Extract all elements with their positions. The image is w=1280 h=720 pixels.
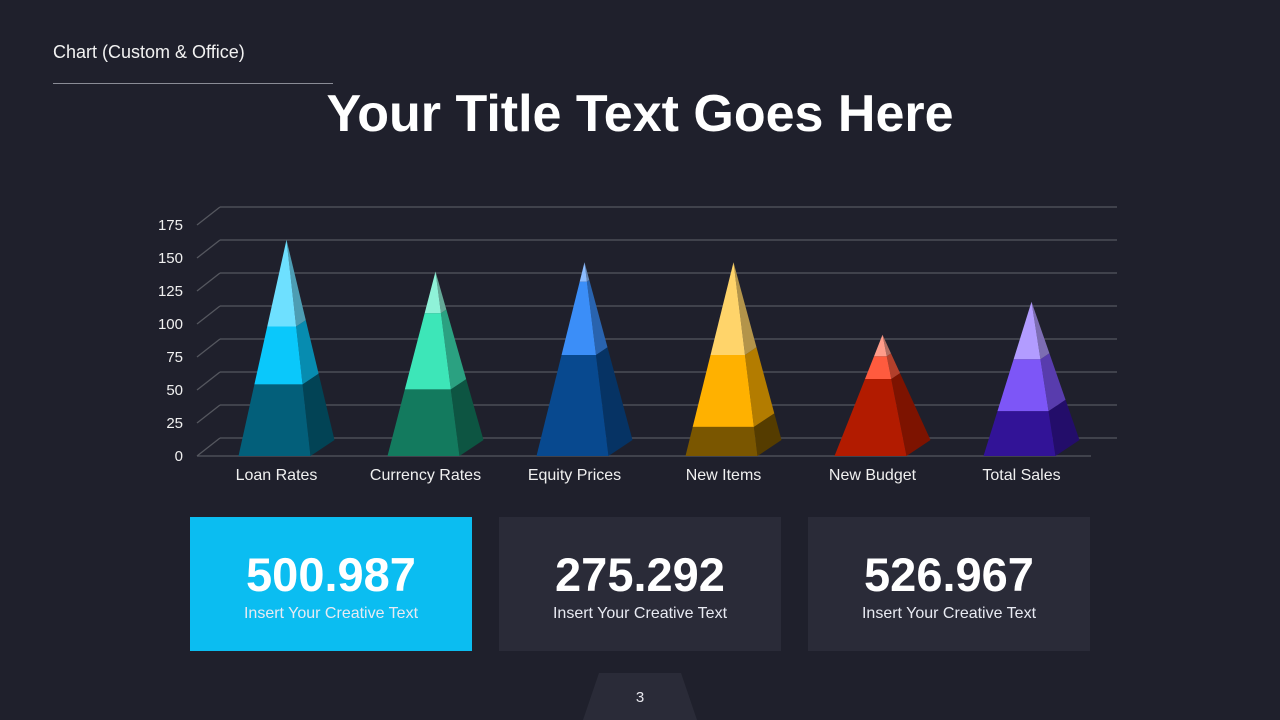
chart-gridlines — [196, 206, 1117, 457]
pyramid-total-sales — [983, 301, 1080, 456]
x-axis-labels: Loan Rates Currency Rates Equity Prices New… — [236, 467, 1061, 484]
section-label: Chart (Custom & Office) — [53, 42, 245, 62]
stat-caption: Insert Your Creative Text — [243, 605, 419, 622]
svg-text:0: 0 — [175, 448, 183, 465]
stat-card-2: 275.292 Insert Your Creative Text — [499, 517, 781, 651]
svg-text:50: 50 — [166, 382, 183, 399]
svg-text:25: 25 — [166, 415, 183, 432]
slide-title: Your Title Text Goes Here — [326, 85, 954, 143]
chart-pyramids — [238, 239, 1080, 456]
stat-value: 526.967 — [864, 548, 1034, 601]
pyramid-chart: 0 25 50 75 100 125 150 175 Loan Rates Currency R… — [158, 206, 1117, 484]
x-axis-label: New Budget — [829, 467, 917, 484]
x-axis-label: Total Sales — [982, 467, 1060, 484]
pyramid-loan-rates — [238, 239, 335, 456]
stat-caption: Insert Your Creative Text — [552, 605, 728, 622]
svg-text:150: 150 — [158, 250, 183, 267]
stat-card-1: 500.987 Insert Your Creative Text — [190, 517, 472, 651]
pyramid-new-items — [685, 262, 782, 456]
page-number: 3 — [635, 689, 645, 706]
svg-text:75: 75 — [166, 349, 183, 366]
stat-caption: Insert Your Creative Text — [861, 605, 1037, 622]
svg-text:125: 125 — [158, 283, 183, 300]
svg-text:100: 100 — [158, 316, 183, 333]
svg-text:175: 175 — [158, 217, 183, 234]
page-number-tab: 3 — [583, 673, 697, 720]
x-axis-label: Equity Prices — [528, 467, 621, 484]
stat-card-3: 526.967 Insert Your Creative Text — [808, 517, 1090, 651]
header-divider — [53, 83, 333, 84]
pyramid-equity-prices — [536, 262, 633, 456]
pyramid-currency-rates — [387, 271, 484, 456]
stat-value: 275.292 — [555, 548, 725, 601]
y-axis-labels: 0 25 50 75 100 125 150 175 — [158, 217, 183, 465]
x-axis-label: New Items — [686, 467, 762, 484]
pyramid-new-budget — [834, 334, 931, 456]
x-axis-label: Currency Rates — [370, 467, 481, 484]
stat-value: 500.987 — [246, 548, 416, 601]
x-axis-label: Loan Rates — [236, 467, 318, 484]
